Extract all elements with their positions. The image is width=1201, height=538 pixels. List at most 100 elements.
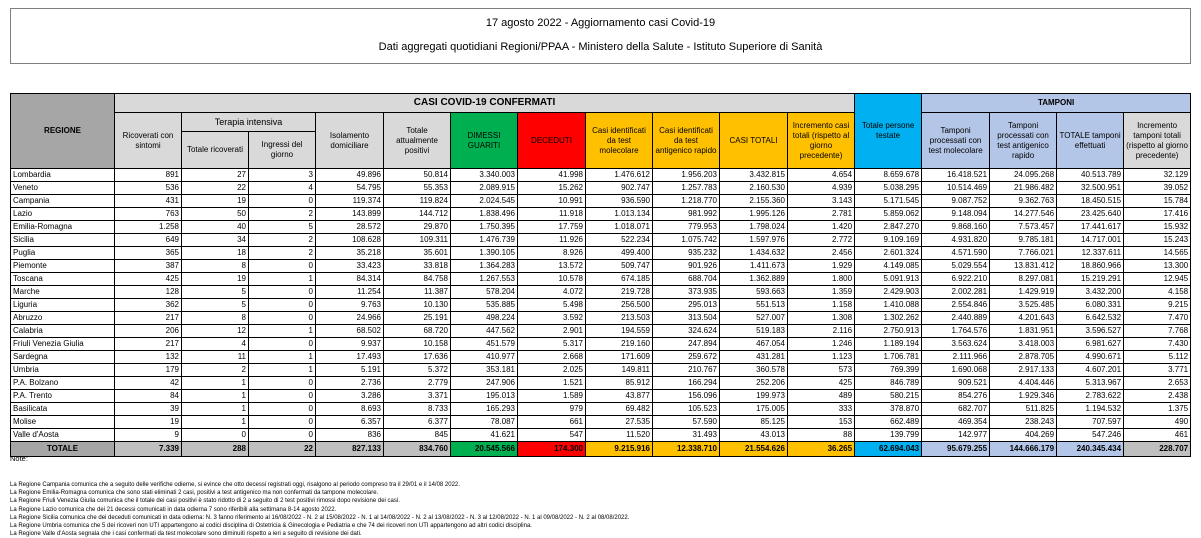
header-tamponi-totale: TOTALE tamponi effettuati [1056,112,1125,169]
value-cell: 217 [114,311,182,325]
value-cell: 2.750.913 [854,324,923,338]
value-cell: 373.935 [652,285,720,299]
value-cell: 2.024.545 [450,194,518,208]
value-cell: 425 [786,376,856,390]
value-cell: 4.931.820 [921,233,991,247]
value-cell: 9.215.916 [585,441,653,457]
value-cell: 194.559 [585,324,653,338]
value-cell: 981.992 [652,207,720,221]
value-cell: 0 [248,389,316,403]
value-cell: 18.450.515 [1056,194,1125,208]
value-cell: 2.440.889 [921,311,991,325]
value-cell: 536 [114,181,182,195]
header-incremento-tamponi: Incremento tamponi totali (rispetto al g… [1123,112,1192,169]
value-cell: 1.597.976 [719,233,788,247]
value-cell: 9 [114,428,182,442]
region-cell: Lazio [10,207,115,221]
value-cell: 11.254 [315,285,384,299]
region-cell: Puglia [10,246,115,260]
note-item: La Regione Lazio comunica che dei 21 dec… [10,506,337,513]
notes-list: La Regione Campania comunica che a segui… [10,481,629,538]
value-cell: 936.590 [585,194,653,208]
value-cell: 28.572 [315,220,384,234]
value-cell: 1 [248,272,316,286]
value-cell: 1.194.532 [1056,402,1125,416]
value-cell: 11 [181,350,249,364]
value-cell: 2.160.530 [719,181,788,195]
value-cell: 490 [1123,415,1192,429]
value-cell: 3.771 [1123,363,1192,377]
value-cell: 25.191 [383,311,451,325]
table-row: Basilicata 39 1 0 8.693 8.733 165.293 979 69.482… [10,402,1192,416]
value-cell: 12 [181,324,249,338]
value-cell: 288 [181,441,249,457]
value-cell: 10.578 [517,272,586,286]
value-cell: 1.838.496 [450,207,518,221]
value-cell: 57.590 [652,415,720,429]
value-cell: 3.563.624 [921,337,991,351]
value-cell: 19 [181,272,249,286]
value-cell: 85.125 [719,415,788,429]
value-cell: 15.219.291 [1056,272,1125,286]
value-cell: 5.029.554 [921,259,991,273]
value-cell: 1.521 [517,376,586,390]
value-cell: 50.814 [383,168,451,182]
header-regione: REGIONE [10,93,115,169]
value-cell: 144.666.179 [989,441,1058,457]
value-cell: 14.277.546 [989,207,1058,221]
value-cell: 4.404.446 [989,376,1058,390]
value-cell: 9.148.094 [921,207,991,221]
value-cell: 7.573.457 [989,220,1058,234]
value-cell: 1.302.262 [854,311,923,325]
value-cell: 9.087.752 [921,194,991,208]
value-cell: 1.308 [786,311,856,325]
value-cell: 3.432.815 [719,168,788,182]
value-cell: 17.759 [517,220,586,234]
value-cell: 210.767 [652,363,720,377]
value-cell: 9.109.169 [854,233,923,247]
header-ti-ingressi: Ingressi del giorno [248,131,316,169]
value-cell: 24.966 [315,311,384,325]
table-row: Liguria 362 5 0 9.763 10.130 535.885 5.498 256.5… [10,298,1192,312]
value-cell: 7.766.021 [989,246,1058,260]
value-cell: 24.095.268 [989,168,1058,182]
value-cell: 1.800 [786,272,856,286]
value-cell: 1.189.194 [854,337,923,351]
value-cell: 0 [248,259,316,273]
value-cell: 2 [248,207,316,221]
value-cell: 33.818 [383,259,451,273]
value-cell: 4.158 [1123,285,1192,299]
value-cell: 2.779 [383,376,451,390]
value-cell: 10.991 [517,194,586,208]
value-cell: 499.400 [585,246,653,260]
table-row: Toscana 425 19 1 84.314 84.758 1.267.553 10.578… [10,272,1192,286]
value-cell: 17.636 [383,350,451,364]
value-cell: 447.562 [450,324,518,338]
value-cell: 519.183 [719,324,788,338]
value-cell: 0 [248,376,316,390]
value-cell: 3.371 [383,389,451,403]
value-cell: 144.712 [383,207,451,221]
value-cell: 535.885 [450,298,518,312]
header-isolamento: Isolamento domiciliare [315,112,384,169]
value-cell: 219.160 [585,337,653,351]
value-cell: 21.554.626 [719,441,788,457]
value-cell: 5 [181,298,249,312]
value-cell: 1 [248,350,316,364]
header-casi-molecolare: Casi identificati da test molecolare [585,112,653,169]
value-cell: 1.429.919 [989,285,1058,299]
value-cell: 935.232 [652,246,720,260]
table-row: Campania 431 19 0 119.374 119.824 2.024.545 10.… [10,194,1192,208]
value-cell: 547.246 [1056,428,1125,442]
value-cell: 10.158 [383,337,451,351]
value-cell: 1 [181,376,249,390]
value-cell: 2 [248,246,316,260]
value-cell: 105.523 [652,402,720,416]
value-cell: 845 [383,428,451,442]
table-row: Veneto 536 22 4 54.795 55.353 2.089.915 15.262 9… [10,181,1192,195]
note-item: La Regione Sicilia comunica che dei dece… [10,514,630,521]
value-cell: 252.206 [719,376,788,390]
value-cell: 40.513.789 [1056,168,1125,182]
value-cell: 2.781 [786,207,856,221]
value-cell: 1 [181,415,249,429]
